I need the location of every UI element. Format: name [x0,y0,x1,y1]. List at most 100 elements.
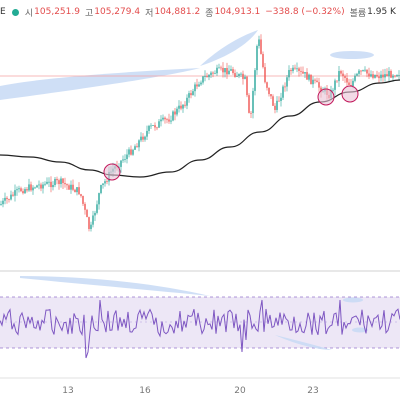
candle-body [180,105,182,109]
candle-body [316,80,318,83]
candle-body [284,86,286,88]
candle-body [346,77,348,83]
candle-body [196,84,198,87]
high-value: 105,279.4 [94,7,141,17]
candle-body [10,194,12,200]
candle-body [152,125,154,126]
candle-body [62,178,64,184]
signal-circle-3[interactable] [341,85,359,103]
candle-body [188,93,190,98]
candle-body [28,184,30,191]
candle-body [302,71,304,74]
candle-body [134,146,136,150]
candle-body [340,71,342,74]
candle-body [16,189,18,191]
candle-body [64,183,66,185]
volume-value: 1.95 K [367,7,396,17]
candle-body [14,190,16,196]
oscillator-highlight-top [20,276,210,296]
oscillator-highlight-right [275,335,332,350]
candle-body [8,199,10,200]
candle-body [216,67,218,74]
candle-body [276,100,278,110]
change-value: −338.8 (−0.32%) [265,7,345,17]
low-value: 104,881.2 [154,7,201,17]
candle-body [2,200,4,205]
candle-body [74,189,76,193]
highlight-shapes [0,30,400,100]
candle-body [348,82,350,85]
candle-body [386,74,388,77]
candle-body [394,75,396,77]
candle-body [254,70,256,91]
candle-body [50,181,52,188]
candle-body [144,136,146,140]
candle-body [334,80,336,90]
candle-body [220,67,222,69]
candle-body [366,69,368,74]
candle-body [378,76,380,79]
candle-body [310,74,312,85]
candle-body [132,149,134,155]
candle-body [336,80,338,82]
candle-body [200,82,202,85]
candle-body [26,189,28,191]
candle-body [184,104,186,106]
signal-circle-1[interactable] [103,163,121,181]
candle-body [234,73,236,77]
candle-body [60,178,62,185]
candle-body [136,146,138,148]
candle-body [258,39,260,46]
candle-body [42,184,44,189]
signal-circle-2[interactable] [317,88,335,106]
candle-body [356,73,358,76]
candle-body [18,188,20,190]
candle-body [214,73,216,75]
candle-body [282,86,284,98]
candle-body [294,67,296,69]
candle-body [76,187,78,193]
candle-body [304,72,306,74]
candle-body [4,197,6,201]
candle-body [338,71,340,82]
candle-body [262,53,264,68]
candle-body [162,117,164,120]
candle-body [202,76,204,83]
candle-body [0,204,2,205]
candle-body [388,70,390,77]
candle-body [268,87,270,95]
candle-body [222,67,224,73]
candle-body [44,183,46,185]
candle-body [148,125,150,131]
candle-body [350,84,352,86]
volume-label: 볼륨 [349,8,367,19]
candle-body [224,68,226,73]
candle-body [86,209,88,218]
candle-body [182,104,184,109]
candle-body [318,82,320,88]
candle-body [72,184,74,190]
candle-body [306,72,308,80]
candle-body [54,178,56,186]
candle-body [382,74,384,78]
candle-body [68,185,70,190]
candlesticks [0,34,400,232]
candle-body [160,119,162,122]
candle-body [342,73,344,77]
candle-body [242,73,244,79]
candle-body [82,195,84,204]
candle-body [392,75,394,78]
candle-body [332,89,334,91]
candle-body [362,70,364,71]
candle-body [380,74,382,79]
candle-body [32,187,34,191]
candle-body [38,184,40,186]
candle-body [370,74,372,77]
candle-body [80,194,82,196]
candle-body [88,217,90,229]
candle-body [206,76,208,78]
candle-body [296,68,298,70]
candle-body [46,181,48,184]
